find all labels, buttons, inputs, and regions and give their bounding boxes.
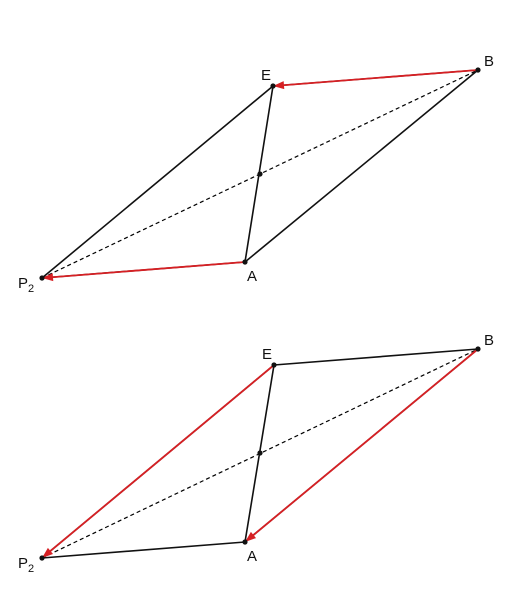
point-bottom-P2	[39, 555, 44, 560]
point-bottom-M	[257, 450, 262, 455]
point-top-M	[257, 171, 262, 176]
point-top-E	[270, 83, 275, 88]
label-top-P2: P2	[18, 275, 34, 295]
point-bottom-A	[242, 539, 247, 544]
label-bottom-B: B	[484, 332, 494, 349]
label-top-A: A	[247, 268, 257, 285]
label-top-E: E	[261, 67, 271, 84]
label-top-B: B	[484, 53, 494, 70]
diagram-canvas: P2 A E B P2 A E B	[0, 0, 530, 603]
label-bottom-E: E	[262, 346, 272, 363]
point-top-A	[242, 259, 247, 264]
point-bottom-B	[475, 346, 480, 351]
point-bottom-E	[271, 362, 276, 367]
label-bottom-P2: P2	[18, 555, 34, 575]
point-top-B	[475, 67, 480, 72]
point-top-P2	[39, 275, 44, 280]
label-bottom-A: A	[247, 548, 257, 565]
